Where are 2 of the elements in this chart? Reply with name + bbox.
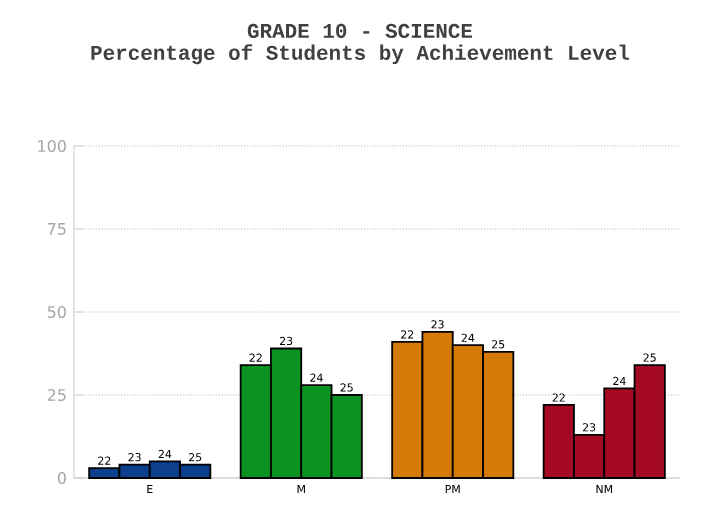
chart-subtitle: Percentage of Students by Achievement Level [91, 44, 630, 65]
chart-title: GRADE 10 - SCIENCE [247, 23, 473, 39]
